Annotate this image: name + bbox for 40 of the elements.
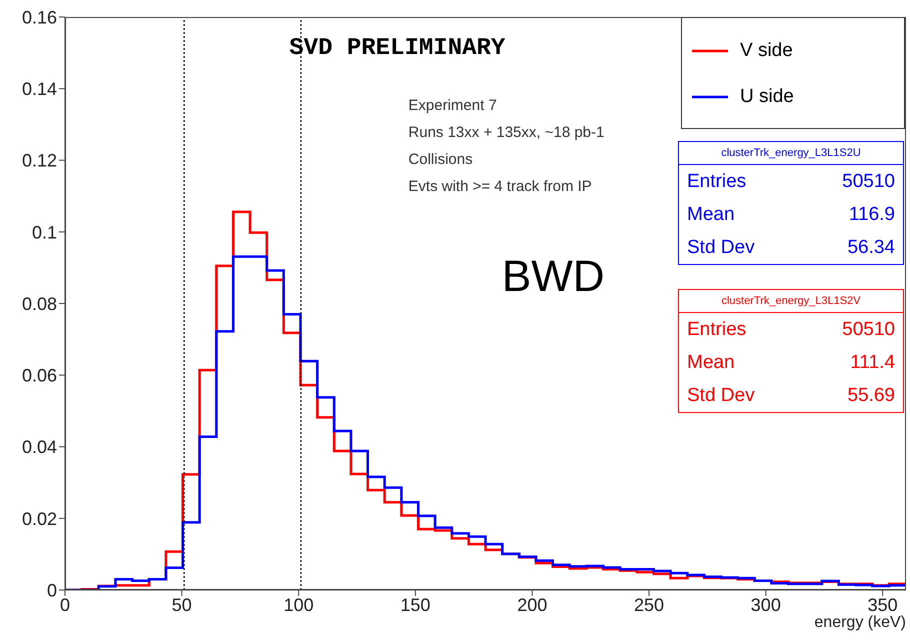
annotation: 116.9 xyxy=(848,204,895,226)
annotation: Entries xyxy=(687,319,746,341)
annotation: 50510 xyxy=(842,171,895,193)
x-tick-label: 200 xyxy=(517,594,548,615)
x-tick-label: 100 xyxy=(284,594,314,615)
annotation: Collisions xyxy=(408,151,473,168)
y-tick-label: 0.04 xyxy=(22,437,57,458)
x-tick-label: 0 xyxy=(60,594,70,615)
annotation: clusterTrk_energy_L3L1S2U xyxy=(679,142,903,165)
y-tick-label: 0.02 xyxy=(22,508,57,529)
x-tick-label: 300 xyxy=(750,594,781,615)
text: SVD PRELIMINARY xyxy=(289,35,506,62)
y-tick-label: 0.12 xyxy=(22,150,57,171)
annotation: Evts with >= 4 track from IP xyxy=(408,178,592,195)
annotation: 111.4 xyxy=(850,352,895,374)
legend-label: U side xyxy=(740,86,794,108)
annotation: Std Dev xyxy=(687,237,755,259)
annotation: Entries xyxy=(687,171,746,193)
x-tick-label: 50 xyxy=(172,594,192,615)
x-tick-label: 350 xyxy=(868,594,898,615)
y-tick-label: 0.1 xyxy=(32,222,57,242)
annotation: Std Dev xyxy=(687,385,755,407)
x-tick-label: 250 xyxy=(634,594,664,615)
annotation: clusterTrk_energy_L3L1S2V xyxy=(679,290,903,313)
annotation: 56.34 xyxy=(847,237,895,259)
legend-label: V side xyxy=(740,40,793,62)
y-tick-label: 0 xyxy=(46,580,57,600)
annotation: Runs 13xx + 135xx, ~18 pb-1 xyxy=(408,124,604,141)
annotation: Mean xyxy=(687,204,735,226)
y-tick-label: 0.08 xyxy=(22,294,57,314)
annotation: 55.69 xyxy=(847,385,895,407)
y-tick-label: 0.06 xyxy=(22,366,57,386)
x-tick-label: 150 xyxy=(400,594,430,615)
annotation: 50510 xyxy=(842,319,895,341)
annotation: Experiment 7 xyxy=(408,97,497,114)
annotation: Mean xyxy=(687,352,735,374)
annotation: BWD xyxy=(502,252,604,302)
x-axis-title: energy (keV) xyxy=(814,614,906,632)
y-tick-label: 0.16 xyxy=(22,7,57,28)
y-tick-label: 0.14 xyxy=(22,79,57,100)
